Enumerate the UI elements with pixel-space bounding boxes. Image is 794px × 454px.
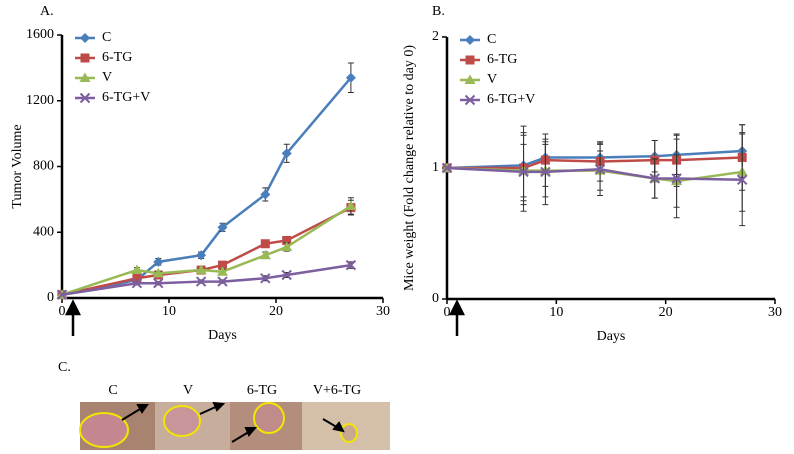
legend-label: 6-TG+V: [487, 92, 535, 107]
tumor-circle: [340, 423, 358, 443]
photo-arrows: [121, 401, 345, 443]
y-tick-label: 400: [33, 224, 54, 239]
marker: [736, 174, 748, 185]
legend-marker: [80, 33, 90, 43]
series-line: [446, 166, 743, 182]
x-tick-label: 20: [659, 305, 673, 320]
marker: [259, 249, 271, 260]
panel-label: A.: [40, 4, 54, 19]
x-tick-label: 30: [376, 304, 390, 319]
marker: [153, 256, 164, 267]
marker: [441, 162, 453, 174]
y-axis-label: Tumor Volume: [10, 124, 25, 208]
marker: [196, 250, 207, 261]
x-tick-label: 10: [549, 305, 563, 320]
tumor-circle: [163, 405, 201, 437]
tumor-circle: [79, 412, 129, 448]
legend-label: 6-TG+V: [102, 90, 150, 105]
x-axis-label: Days: [208, 328, 237, 343]
y-tick-label: 1: [432, 160, 439, 175]
x-axis-label: Days: [597, 329, 626, 344]
photo: [79, 401, 390, 450]
tumor-circle: [253, 402, 285, 434]
y-tick-label: 1200: [26, 93, 54, 108]
marker: [540, 166, 551, 178]
marker: [153, 277, 164, 289]
x-tick-label: 20: [269, 304, 283, 319]
legend-marker: [465, 35, 475, 45]
marker: [345, 259, 357, 271]
photo-caption: V+6-TG: [313, 383, 361, 398]
legend-label: 6-TG: [487, 52, 517, 67]
legend-marker: [80, 53, 90, 63]
x-tick-label: 0: [444, 305, 451, 320]
marker: [282, 235, 292, 245]
marker: [281, 148, 292, 159]
marker: [195, 276, 207, 287]
legend-label: 6-TG: [102, 50, 132, 65]
marker: [195, 264, 207, 275]
marker: [218, 260, 227, 270]
series-line: [61, 76, 352, 296]
marker: [345, 200, 357, 210]
legend-marker: [465, 55, 475, 65]
y-tick-label: 0: [47, 290, 54, 305]
marker: [217, 266, 228, 276]
marker: [131, 264, 143, 275]
marker: [131, 277, 143, 289]
marker: [345, 72, 356, 83]
legend-label: V: [487, 72, 497, 87]
marker: [260, 189, 271, 200]
marker: [56, 289, 68, 300]
marker: [260, 239, 270, 249]
y-tick-label: 1600: [26, 27, 54, 42]
legend-marker: [464, 74, 476, 84]
marker: [217, 222, 228, 233]
y-axis-label: Mice weight (Fold change relative to day…: [402, 45, 417, 291]
y-tick-label: 0: [432, 291, 439, 306]
legend-label: C: [102, 30, 111, 45]
marker: [281, 241, 293, 252]
marker: [649, 173, 660, 184]
photo-caption: C: [108, 383, 117, 398]
marker: [671, 173, 682, 184]
marker: [217, 276, 228, 287]
x-tick-label: 0: [59, 304, 66, 319]
legend-label: C: [487, 32, 496, 47]
series-line: [61, 263, 352, 296]
marker: [132, 273, 142, 283]
marker: [594, 164, 606, 175]
y-tick-label: 800: [33, 159, 54, 174]
x-tick-label: 10: [162, 304, 176, 319]
legend-label: V: [102, 70, 112, 85]
marker: [260, 273, 271, 284]
legend-marker: [464, 94, 476, 106]
panel-label: C.: [58, 360, 71, 375]
treatment-arrow: [64, 299, 466, 336]
x-tick-label: 30: [768, 305, 782, 320]
photo-caption: V: [183, 383, 193, 398]
marker: [518, 166, 529, 178]
panel-label: B.: [432, 4, 445, 19]
marker: [152, 267, 164, 278]
y-tick-label: 2: [432, 29, 439, 44]
marker: [281, 269, 292, 281]
legend-marker: [79, 92, 91, 104]
photo-caption: 6-TG: [247, 383, 277, 398]
legend-marker: [79, 72, 91, 82]
